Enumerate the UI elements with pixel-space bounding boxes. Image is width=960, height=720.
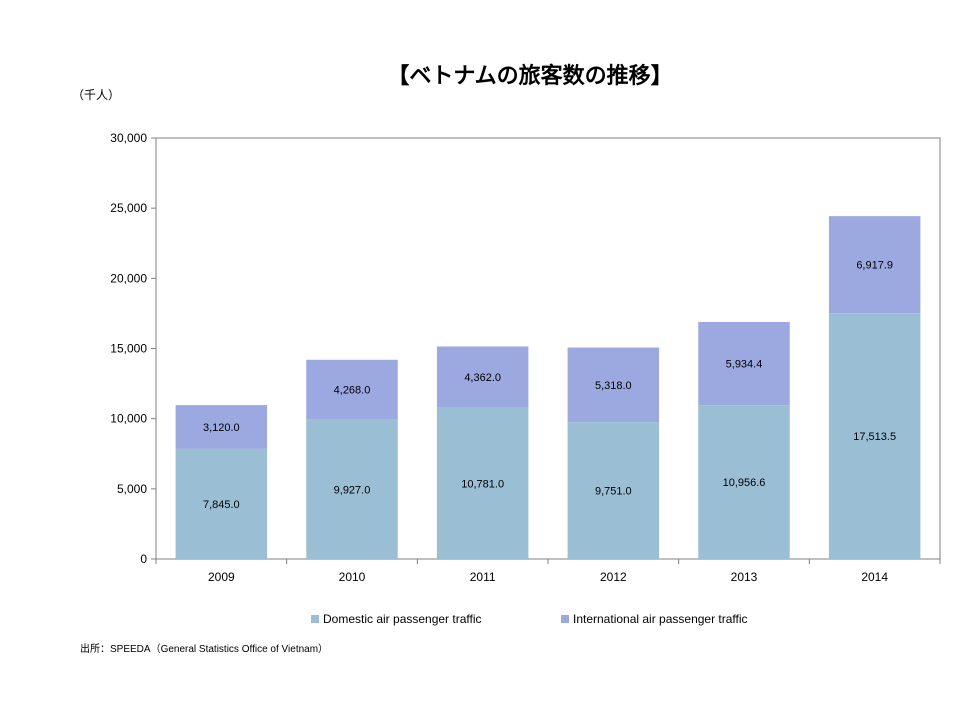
source-note: 出所：SPEEDA（General Statistics Office of V… [80, 644, 329, 655]
chart-title: 【ベトナムの旅客数の推移】 [387, 64, 673, 89]
x-tick-label: 2009 [208, 570, 235, 584]
bar-domestic [306, 419, 398, 559]
y-tick-label: 20,000 [110, 271, 147, 285]
data-label-domestic: 9,927.0 [334, 484, 371, 496]
data-label-international: 4,268.0 [334, 385, 371, 397]
legend-item-domestic: Domestic air passenger traffic [311, 612, 482, 626]
x-tick-label: 2014 [861, 570, 888, 584]
bar-domestic [436, 407, 529, 559]
bar-international [828, 216, 921, 314]
x-tick-label: 2010 [339, 570, 366, 584]
bar-international [306, 359, 398, 420]
data-label-domestic: 7,845.0 [203, 499, 240, 511]
y-tick-label: 25,000 [110, 201, 147, 215]
bar-international [698, 321, 790, 406]
data-label-international: 3,120.0 [203, 422, 240, 434]
legend-label-international: International air passenger traffic [573, 612, 748, 626]
unit-label: （千人） [72, 88, 121, 102]
bar-international [175, 405, 268, 449]
bar-international [436, 346, 529, 408]
x-tick-label: 2012 [600, 570, 627, 584]
x-tick-label: 2013 [731, 570, 758, 584]
data-label-international: 6,917.9 [856, 260, 893, 272]
legend-item-international: International air passenger traffic [561, 612, 748, 626]
bar-international [567, 347, 660, 423]
bar-domestic [567, 422, 660, 559]
y-tick-label: 15,000 [110, 342, 147, 356]
data-label-international: 4,362.0 [464, 372, 501, 384]
data-label-domestic: 10,781.0 [461, 478, 504, 490]
plot-area [155, 137, 941, 560]
x-tick-label: 2011 [470, 570, 496, 584]
data-label-domestic: 9,751.0 [595, 486, 632, 498]
legend-swatch-domestic [311, 615, 319, 623]
y-tick-label: 10,000 [110, 412, 147, 426]
stacked-bar-chart: 0 5,000 10,000 15,000 20,000 25,000 30,000 7,84… [110, 131, 941, 584]
y-tick-label: 5,000 [117, 482, 147, 496]
data-label-domestic: 17,513.5 [853, 431, 896, 443]
y-tick-label: 0 [140, 552, 147, 566]
bar-domestic [828, 313, 921, 559]
data-label-international: 5,934.4 [726, 359, 763, 371]
data-label-international: 5,318.0 [595, 380, 632, 392]
legend-label-domestic: Domestic air passenger traffic [323, 612, 482, 626]
bar-domestic [698, 405, 790, 559]
data-label-domestic: 10,956.6 [723, 477, 766, 489]
bar-domestic [175, 448, 268, 559]
legend-swatch-international [561, 615, 569, 623]
y-tick-label: 30,000 [110, 131, 147, 145]
